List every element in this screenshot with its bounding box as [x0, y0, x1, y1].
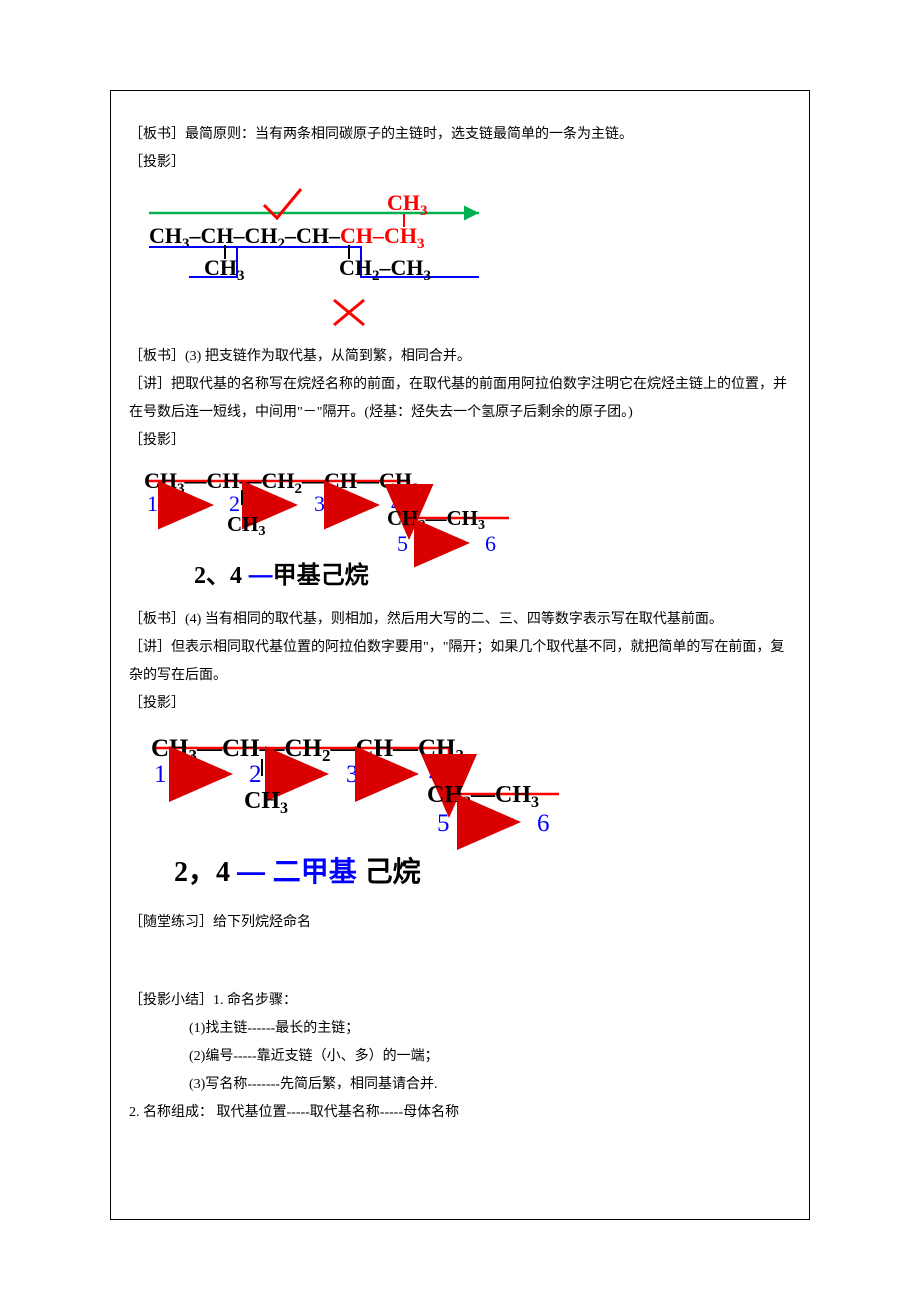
num-3: 3 [346, 761, 359, 788]
line-touying-1: ［投影］ [129, 149, 791, 177]
tag: ［随堂练习］ [129, 915, 213, 930]
line-banshu-4: ［板书］(4) 当有相同的取代基，则相加，然后用大写的二、三、四等数字表示写在取… [129, 606, 791, 634]
branch-br: CH2–CH3 [339, 255, 431, 284]
tag: ［板书］ [129, 612, 185, 627]
branch-top: CH3 [387, 190, 428, 219]
text: (3) 把支链作为取代基，从简到繁，相同合并。 [185, 349, 471, 364]
diagram-1-svg: CH3 CH3–CH–CH2–CH–CH–CH3 CH3 CH2–CH3 [129, 185, 529, 335]
diagram-2: CH3—CH—CH2—CH—CH3 1 2 3 4 CH3 CH2—CH3 5 … [129, 463, 791, 598]
line-jiang-1: ［讲］把取代基的名称写在烷烃名称的前面，在取代基的前面用阿拉伯数字注明它在烷烃主… [129, 371, 791, 427]
tag: ［投影］ [129, 696, 185, 711]
text: 最简原则：当有两条相同碳原子的主链时，选支链最简单的一条为主链。 [185, 127, 633, 142]
num-5: 5 [397, 531, 408, 556]
compound-name: 2、4 —甲基己烷 [194, 561, 369, 589]
cross-icon [334, 300, 364, 325]
line-exercise: ［随堂练习］给下列烷烃命名 [129, 909, 791, 937]
branch-l: CH3 [227, 512, 266, 539]
main-chain: CH3—CH—CH2—CH—CH3 [144, 468, 420, 497]
branch-bl: CH3 [204, 255, 245, 284]
diagram-2-svg: CH3—CH—CH2—CH—CH3 1 2 3 4 CH3 CH2—CH3 5 … [129, 463, 559, 598]
document-page: ［板书］最简原则：当有两条相同碳原子的主链时，选支链最简单的一条为主链。 ［投影… [110, 90, 810, 1220]
num-5: 5 [437, 810, 450, 837]
tag: ［板书］ [129, 349, 185, 364]
num-1: 1 [147, 491, 158, 516]
line-touying-3: ［投影］ [129, 690, 791, 718]
text: 把取代基的名称写在烷烃名称的前面，在取代基的前面用阿拉伯数字注明它在烷烃主链上的… [129, 377, 787, 420]
blank-space [129, 937, 791, 987]
summary-step-2: (2)编号-----靠近支链（小、多）的一端； [129, 1043, 791, 1071]
branch-l: CH3 [244, 788, 288, 817]
text: 1. 命名步骤： [213, 993, 297, 1008]
num-1: 1 [154, 761, 167, 788]
diagram-3-svg: CH3—CH—CH2—CH—CH3 1 2 3 4 CH3 CH2—CH3 5 … [129, 726, 609, 901]
line-banshu-3: ［板书］(3) 把支链作为取代基，从简到繁，相同合并。 [129, 343, 791, 371]
diagram-1: CH3 CH3–CH–CH2–CH–CH–CH3 CH3 CH2–CH3 [129, 185, 791, 335]
num-6: 6 [485, 531, 496, 556]
tag: ［讲］ [129, 377, 171, 392]
compound-name: 2，4 — 二甲基 己烷 [174, 855, 421, 888]
line-banshu-1: ［板书］最简原则：当有两条相同碳原子的主链时，选支链最简单的一条为主链。 [129, 121, 791, 149]
tag: ［投影］ [129, 433, 185, 448]
branch-r: CH2—CH3 [427, 782, 539, 811]
line-jiang-2: ［讲］但表示相同取代基位置的阿拉伯数字要用"，"隔开；如果几个取代基不同，就把简… [129, 634, 791, 690]
text: (4) 当有相同的取代基，则相加，然后用大写的二、三、四等数字表示写在取代基前面… [185, 612, 723, 627]
main-chain: CH3—CH—CH2—CH—CH3 [151, 735, 464, 765]
tag: ［板书］ [129, 127, 185, 142]
num-2: 2 [249, 761, 262, 788]
line-summary-head: ［投影小结］1. 命名步骤： [129, 987, 791, 1015]
num-3: 3 [314, 491, 325, 516]
text: 但表示相同取代基位置的阿拉伯数字要用"，"隔开；如果几个取代基不同，就把简单的写… [129, 640, 784, 683]
tag: ［投影小结］ [129, 993, 213, 1008]
summary-step-1: (1)找主链------最长的主链； [129, 1015, 791, 1043]
diagram-3: CH3—CH—CH2—CH—CH3 1 2 3 4 CH3 CH2—CH3 5 … [129, 726, 791, 901]
summary-2: 2. 名称组成： 取代基位置-----取代基名称-----母体名称 [129, 1099, 791, 1127]
tag: ［投影］ [129, 155, 185, 170]
num-6: 6 [537, 810, 550, 837]
branch-r: CH2—CH3 [387, 506, 485, 533]
text: 给下列烷烃命名 [213, 915, 311, 930]
tag: ［讲］ [129, 640, 171, 655]
summary-step-3: (3)写名称-------先简后繁，相同基请合并. [129, 1071, 791, 1099]
line-touying-2: ［投影］ [129, 427, 791, 455]
